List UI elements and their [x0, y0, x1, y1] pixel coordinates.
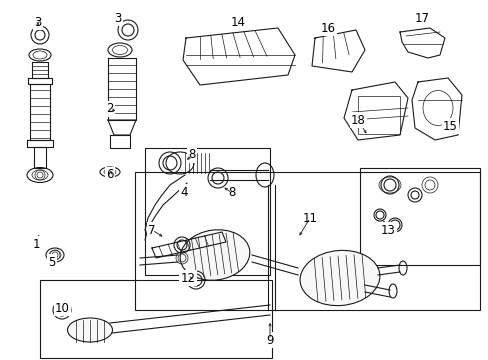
Text: 4: 4 — [180, 185, 187, 198]
Text: 17: 17 — [414, 12, 428, 24]
Text: 3: 3 — [34, 15, 41, 28]
Ellipse shape — [300, 251, 379, 306]
Text: 10: 10 — [55, 302, 69, 315]
Text: 1: 1 — [32, 238, 40, 251]
Text: 8: 8 — [228, 186, 235, 199]
Text: 5: 5 — [48, 256, 56, 269]
Text: 15: 15 — [442, 120, 456, 132]
Text: 18: 18 — [350, 113, 365, 126]
Text: 2: 2 — [106, 103, 114, 116]
Bar — [40, 280, 271, 358]
Bar — [357, 96, 399, 134]
Text: 8: 8 — [188, 148, 195, 162]
Text: 14: 14 — [230, 15, 245, 28]
Text: 6: 6 — [106, 168, 114, 181]
Text: 16: 16 — [320, 22, 335, 35]
Text: 3: 3 — [114, 12, 122, 24]
Ellipse shape — [67, 318, 112, 342]
Text: 11: 11 — [302, 211, 317, 225]
Text: 7: 7 — [148, 224, 156, 237]
Bar — [145, 148, 269, 275]
Ellipse shape — [180, 230, 249, 280]
Bar — [135, 172, 479, 310]
Bar — [359, 168, 479, 265]
Text: 12: 12 — [180, 271, 195, 284]
Text: 13: 13 — [380, 224, 395, 237]
Text: 9: 9 — [265, 333, 273, 346]
